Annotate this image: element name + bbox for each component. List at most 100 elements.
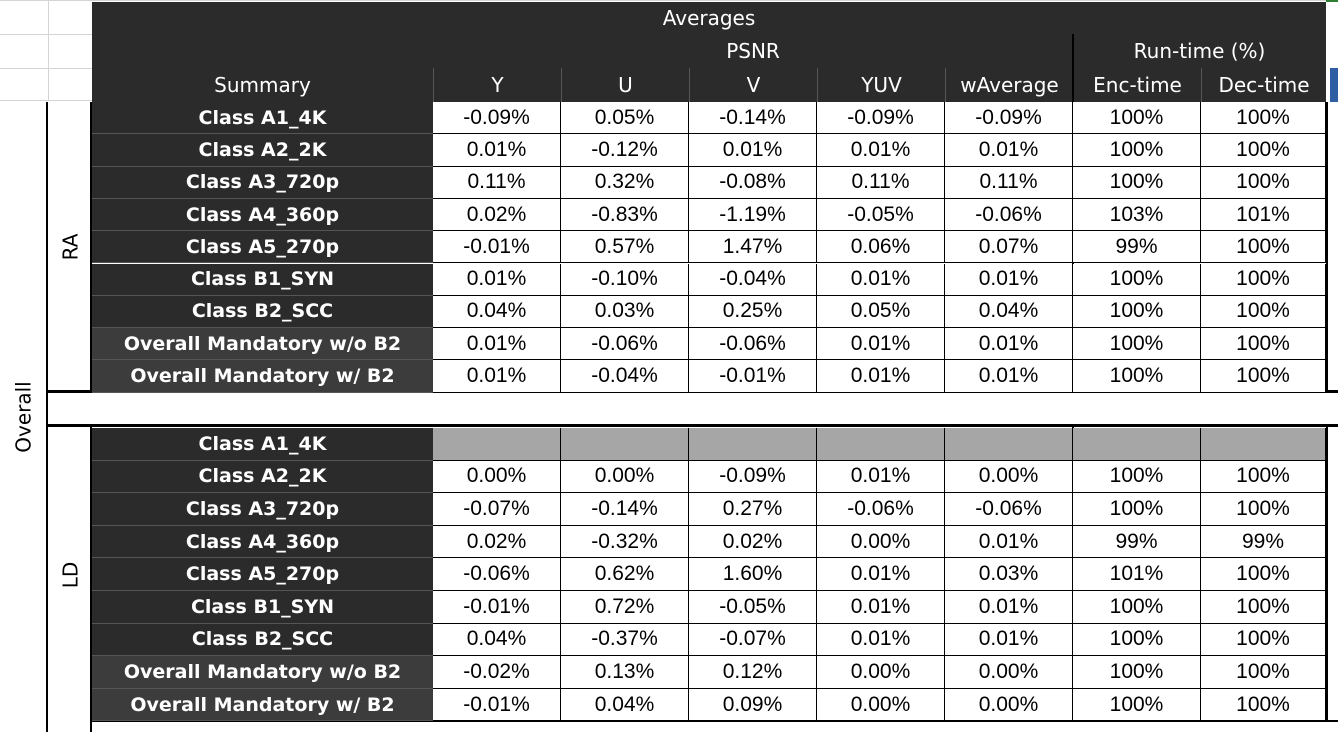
- data-cell[interactable]: -0.14%: [561, 493, 689, 526]
- data-cell[interactable]: 0.01%: [945, 591, 1073, 624]
- data-cell[interactable]: 0.01%: [689, 134, 817, 167]
- row-label[interactable]: Class A1_4K: [92, 428, 433, 461]
- data-cell[interactable]: 0.12%: [689, 656, 817, 689]
- column-header-dec-time[interactable]: Dec-time: [1201, 68, 1326, 102]
- data-cell[interactable]: 0.57%: [561, 231, 689, 264]
- data-cell[interactable]: -0.06%: [817, 493, 945, 526]
- data-cell[interactable]: 100%: [1073, 493, 1201, 526]
- data-cell[interactable]: 0.11%: [817, 166, 945, 199]
- data-cell[interactable]: 100%: [1201, 231, 1326, 264]
- data-cell[interactable]: 100%: [1201, 295, 1326, 329]
- data-cell[interactable]: 0.00%: [561, 460, 689, 494]
- data-cell[interactable]: -0.05%: [689, 591, 817, 624]
- data-cell[interactable]: 0.05%: [817, 295, 945, 329]
- data-cell[interactable]: 100%: [1201, 166, 1326, 199]
- row-label[interactable]: Class B1_SYN: [92, 263, 433, 296]
- data-cell[interactable]: 0.01%: [817, 591, 945, 624]
- row-label[interactable]: Class A3_720p: [92, 493, 433, 526]
- data-cell[interactable]: 100%: [1073, 460, 1201, 494]
- header-blank[interactable]: [92, 34, 433, 68]
- row-label[interactable]: Class A4_360p: [92, 198, 433, 232]
- data-cell[interactable]: 0.03%: [561, 295, 689, 329]
- data-cell[interactable]: [433, 428, 561, 461]
- data-cell[interactable]: 100%: [1201, 460, 1326, 494]
- averages-header[interactable]: Averages: [92, 2, 1326, 34]
- row-label[interactable]: Class A1_4K: [92, 102, 433, 135]
- data-cell[interactable]: -0.07%: [433, 493, 561, 526]
- column-header-u[interactable]: U: [561, 68, 689, 102]
- data-cell[interactable]: 0.72%: [561, 591, 689, 624]
- data-cell[interactable]: 0.01%: [945, 360, 1073, 393]
- data-cell[interactable]: 100%: [1073, 295, 1201, 329]
- data-cell[interactable]: 100%: [1073, 328, 1201, 361]
- data-cell[interactable]: [689, 428, 817, 461]
- data-cell[interactable]: [945, 428, 1073, 461]
- data-cell[interactable]: [817, 428, 945, 461]
- data-cell[interactable]: 0.07%: [945, 231, 1073, 264]
- data-cell[interactable]: 103%: [1073, 198, 1201, 232]
- data-cell[interactable]: -1.19%: [689, 198, 817, 232]
- data-cell[interactable]: [1073, 428, 1201, 461]
- data-cell[interactable]: 0.27%: [689, 493, 817, 526]
- data-cell[interactable]: 0.01%: [433, 263, 561, 296]
- data-cell[interactable]: -0.01%: [433, 231, 561, 264]
- data-cell[interactable]: 1.47%: [689, 231, 817, 264]
- data-cell[interactable]: 100%: [1073, 623, 1201, 657]
- data-cell[interactable]: 0.62%: [561, 558, 689, 591]
- data-cell[interactable]: 0.01%: [433, 134, 561, 167]
- data-cell[interactable]: -0.08%: [689, 166, 817, 199]
- column-header-waverage[interactable]: wAverage: [945, 68, 1073, 102]
- data-cell[interactable]: -0.01%: [433, 591, 561, 624]
- data-cell[interactable]: -0.07%: [689, 623, 817, 657]
- row-label[interactable]: Overall Mandatory w/o B2: [92, 328, 433, 361]
- data-cell[interactable]: -0.09%: [433, 102, 561, 135]
- data-cell[interactable]: 100%: [1201, 134, 1326, 167]
- data-cell[interactable]: 0.02%: [433, 198, 561, 232]
- data-cell[interactable]: 0.13%: [561, 656, 689, 689]
- data-cell[interactable]: 0.01%: [817, 623, 945, 657]
- data-cell[interactable]: 1.60%: [689, 558, 817, 591]
- data-cell[interactable]: -0.02%: [433, 656, 561, 689]
- data-cell[interactable]: 100%: [1073, 263, 1201, 296]
- data-cell[interactable]: -0.12%: [561, 134, 689, 167]
- data-cell[interactable]: 0.04%: [433, 295, 561, 329]
- psnr-header[interactable]: PSNR: [433, 34, 1073, 68]
- data-cell[interactable]: 100%: [1201, 623, 1326, 657]
- data-cell[interactable]: 100%: [1201, 263, 1326, 296]
- data-cell[interactable]: 0.00%: [945, 460, 1073, 494]
- data-cell[interactable]: -0.10%: [561, 263, 689, 296]
- data-cell[interactable]: -0.01%: [433, 688, 561, 722]
- data-cell[interactable]: 0.01%: [817, 460, 945, 494]
- data-cell[interactable]: 100%: [1201, 591, 1326, 624]
- row-label[interactable]: Class B2_SCC: [92, 623, 433, 657]
- column-header-y[interactable]: Y: [433, 68, 561, 102]
- data-cell[interactable]: 101%: [1073, 558, 1201, 591]
- column-header-v[interactable]: V: [689, 68, 817, 102]
- data-cell[interactable]: 0.00%: [433, 460, 561, 494]
- data-cell[interactable]: 0.09%: [689, 688, 817, 722]
- data-cell[interactable]: 0.03%: [945, 558, 1073, 591]
- data-cell[interactable]: 0.00%: [817, 525, 945, 559]
- data-cell[interactable]: -0.32%: [561, 525, 689, 559]
- column-header-yuv[interactable]: YUV: [817, 68, 945, 102]
- data-cell[interactable]: 0.02%: [689, 525, 817, 559]
- row-label[interactable]: Overall Mandatory w/ B2: [92, 360, 433, 393]
- data-cell[interactable]: -0.06%: [433, 558, 561, 591]
- data-cell[interactable]: 0.32%: [561, 166, 689, 199]
- data-cell[interactable]: 0.25%: [689, 295, 817, 329]
- row-label[interactable]: Overall Mandatory w/ B2: [92, 688, 433, 722]
- summary-header[interactable]: Summary: [92, 68, 433, 102]
- data-cell[interactable]: 99%: [1073, 525, 1201, 559]
- runtime-header[interactable]: Run-time (%): [1073, 34, 1326, 68]
- data-cell[interactable]: -0.14%: [689, 102, 817, 135]
- data-cell[interactable]: 0.00%: [945, 656, 1073, 689]
- data-cell[interactable]: 99%: [1201, 525, 1326, 559]
- data-cell[interactable]: -0.09%: [689, 460, 817, 494]
- data-cell[interactable]: 100%: [1073, 360, 1201, 393]
- data-cell[interactable]: 99%: [1073, 231, 1201, 264]
- data-cell[interactable]: 0.01%: [945, 328, 1073, 361]
- row-label[interactable]: Class A2_2K: [92, 134, 433, 167]
- row-label[interactable]: Class A5_270p: [92, 558, 433, 591]
- data-cell[interactable]: -0.83%: [561, 198, 689, 232]
- data-cell[interactable]: 100%: [1073, 102, 1201, 135]
